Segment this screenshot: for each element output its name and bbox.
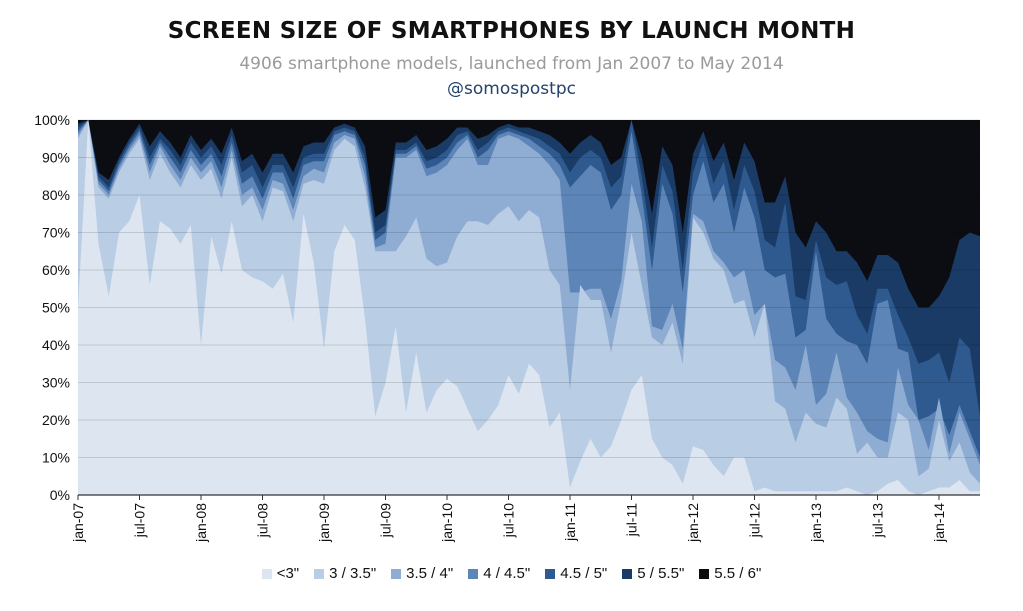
legend-item: 3 / 3.5" [314,565,376,582]
legend-swatch [261,568,272,579]
legend-item: 5.5 / 6" [699,565,761,582]
series-areas [78,120,980,495]
legend-item: <3" [261,565,300,582]
x-tick-label: jan-14 [931,503,947,543]
legend: <3" 3 / 3.5" 3.5 / 4" 4 / 4.5" 4.5 / 5" 5 / 5… [0,565,1023,582]
x-tick-label: jan-12 [685,503,701,543]
x-tick-label: jul-09 [378,503,394,538]
x-tick-label: jul-08 [255,503,271,538]
y-tick-label: 60% [42,262,70,278]
legend-label: 5.5 / 6" [714,565,762,582]
y-tick-label: 80% [42,187,70,203]
legend-item: 4.5 / 5" [545,565,607,582]
y-tick-label: 90% [42,150,70,166]
legend-item: 5 / 5.5" [622,565,684,582]
legend-swatch [314,568,325,579]
x-tick-label: jan-07 [70,503,86,543]
y-tick-label: 0% [50,487,70,503]
legend-swatch [622,568,633,579]
y-tick-label: 30% [42,375,70,391]
legend-label: 4 / 4.5" [483,565,531,582]
x-tick-label: jan-09 [316,503,332,543]
x-tick-label: jan-11 [562,503,578,542]
y-tick-label: 70% [42,225,70,241]
legend-item: 3.5 / 4" [391,565,453,582]
x-tick-label: jan-10 [439,503,455,543]
legend-item: 4 / 4.5" [468,565,530,582]
x-tick-label: jul-12 [747,503,763,538]
x-axis: jan-07 jul-07 jan-08 jul-08 jan-09 jul-09 jan-… [70,495,947,543]
x-tick-label: jul-10 [501,503,517,538]
y-axis: 0% 10% 20% 30% 40% 50% 60% 70% 80% 90% 100% [34,112,70,503]
x-tick-label: jan-13 [808,503,824,543]
legend-swatch [545,568,556,579]
legend-label: <3" [276,565,300,582]
author-handle: @somospostpc [447,79,576,99]
legend-swatch [468,568,479,579]
x-tick-label: jul-13 [870,503,886,538]
legend-swatch [699,568,710,579]
grid-lines [78,119,980,496]
y-tick-label: 100% [34,112,70,128]
series-area-0 [78,120,980,495]
y-tick-label: 20% [42,412,70,428]
legend-label: 5 / 5.5" [637,565,685,582]
legend-swatch [391,568,402,579]
x-tick-label: jul-11 [624,503,640,537]
x-tick-label: jul-07 [132,503,148,538]
y-tick-label: 10% [42,450,70,466]
legend-label: 4.5 / 5" [560,565,608,582]
x-tick-label: jan-08 [193,503,209,543]
legend-label: 3.5 / 4" [406,565,454,582]
chart-title: SCREEN SIZE OF SMARTPHONES BY LAUNCH MON… [167,18,856,44]
legend-label: 3 / 3.5" [329,565,377,582]
y-tick-label: 40% [42,337,70,353]
chart-subtitle: 4906 smartphone models, launched from Ja… [239,54,784,74]
y-tick-label: 50% [42,300,70,316]
